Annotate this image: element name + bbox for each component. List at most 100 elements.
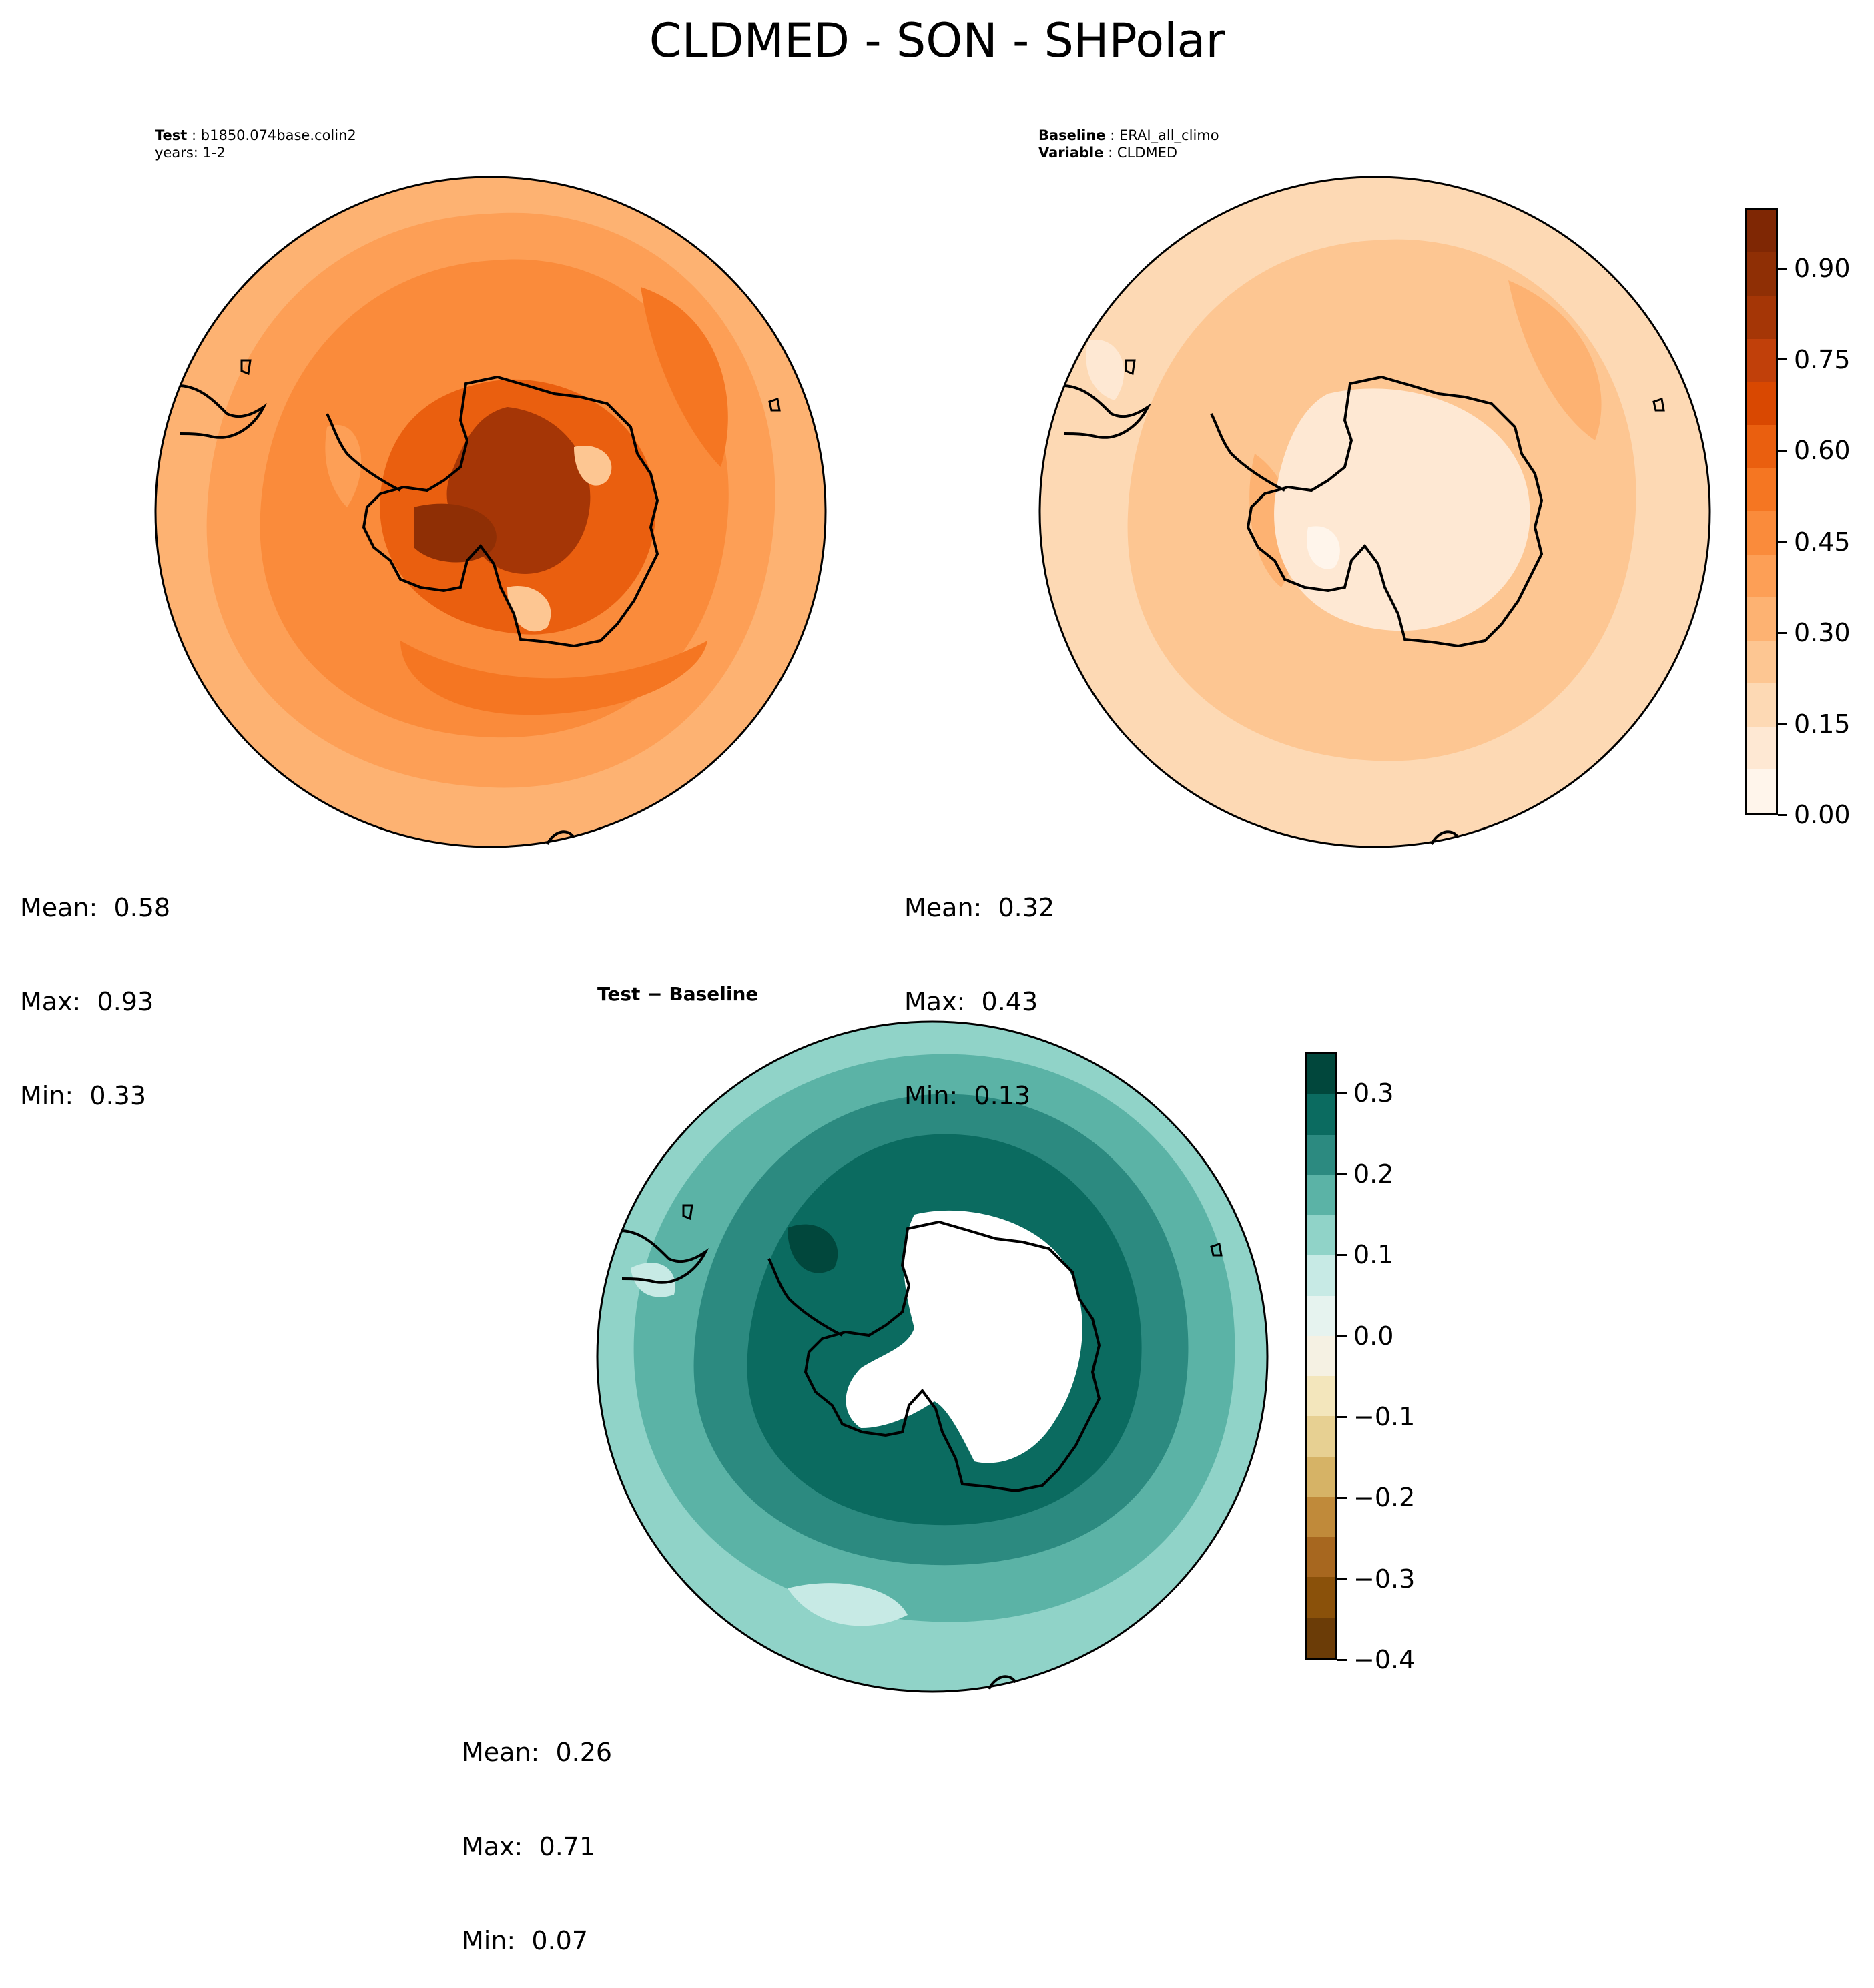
test-coastline-antarctica xyxy=(362,375,659,648)
variable-name: CLDMED xyxy=(1117,145,1178,161)
colorbar-brbg-tick-label: 0.0 xyxy=(1353,1321,1394,1351)
colorbar-brbg-level-10 xyxy=(1307,1215,1335,1256)
diff-fill-lowspot xyxy=(788,1583,908,1626)
colorbar-brbg-ticks: −0.4 −0.3 −0.2 −0.1 0.0 0.1 0.2 0.3 xyxy=(1337,1052,1424,1672)
baseline-stat-min: Min: 0.13 xyxy=(904,1081,1030,1110)
test-map-border xyxy=(154,176,827,848)
baseline-map-border xyxy=(1038,176,1711,848)
colorbar-brbg-level-12 xyxy=(1307,1134,1335,1175)
test-stats: Mean: 0.58 Max: 0.93 Min: 0.33 xyxy=(20,830,170,1143)
test-fill-lowspot2 xyxy=(507,586,551,632)
diff-stat-min: Min: 0.07 xyxy=(462,1926,588,1955)
test-coastline-south-america xyxy=(180,384,268,439)
colorbar-oranges-tick xyxy=(1778,723,1787,725)
test-coastline-island xyxy=(240,359,252,376)
test-label: Test xyxy=(155,127,188,143)
colorbar-brbg-tick-label: −0.3 xyxy=(1353,1564,1416,1594)
baseline-label: Baseline xyxy=(1038,127,1106,143)
baseline-stat-mean: Mean: 0.32 xyxy=(904,893,1055,922)
colorbar-brbg-tick xyxy=(1337,1092,1347,1094)
test-header: Test : b1850.074base.colin2 years: 1-2 xyxy=(155,127,356,161)
variable-label: Variable xyxy=(1038,145,1104,161)
baseline-coastline-peninsula xyxy=(1210,413,1285,492)
colorbar-brbg-level-9 xyxy=(1307,1255,1335,1296)
colorbar-brbg-tick xyxy=(1337,1658,1347,1661)
colorbar-brbg-level-1 xyxy=(1307,1577,1335,1618)
diff-stat-mean: Mean: 0.26 xyxy=(462,1738,613,1767)
test-coastline-island-east xyxy=(768,398,781,412)
colorbar-brbg-tick xyxy=(1337,1173,1347,1175)
test-fill-lowspot xyxy=(574,446,612,486)
colorbar-oranges-level-9 xyxy=(1747,382,1776,425)
test-coastline-south xyxy=(546,830,575,845)
colorbar-brbg-tick-label: 0.2 xyxy=(1353,1159,1394,1189)
colorbar-brbg-tick-label: −0.2 xyxy=(1353,1483,1416,1513)
colorbar-brbg-level-4 xyxy=(1307,1456,1335,1497)
colorbar-brbg-level-13 xyxy=(1307,1094,1335,1135)
baseline-fill-lowspot xyxy=(1307,526,1340,569)
baseline-coastline-south xyxy=(1430,830,1460,845)
diff-stats: Mean: 0.26 Max: 0.71 Min: 0.07 xyxy=(462,1674,612,1988)
diff-fill-lowspot2 xyxy=(631,1263,675,1297)
colorbar-oranges-level-8 xyxy=(1747,424,1776,468)
colorbar-oranges-tick xyxy=(1778,267,1787,270)
colorbar-oranges-level-7 xyxy=(1747,468,1776,511)
colorbar-brbg-level-14 xyxy=(1307,1054,1335,1095)
baseline-fill-patch-ne xyxy=(1508,280,1602,440)
test-stat-mean: Mean: 0.58 xyxy=(20,893,171,922)
diff-fill-peak xyxy=(788,1224,838,1273)
test-stat-min: Min: 0.33 xyxy=(20,1081,146,1110)
diff-map xyxy=(597,1022,1267,1692)
baseline-coastline-island xyxy=(1125,359,1136,376)
diff-stat-max: Max: 0.71 xyxy=(462,1832,596,1861)
test-map xyxy=(155,177,826,847)
colorbar-brbg-level-7 xyxy=(1307,1335,1335,1377)
diff-header: Test − Baseline xyxy=(597,983,759,1005)
colorbar-brbg-tick xyxy=(1337,1578,1347,1580)
colorbar-brbg-level-0 xyxy=(1307,1617,1335,1658)
colorbar-oranges-level-13 xyxy=(1747,210,1776,253)
baseline-dataset: ERAI_all_climo xyxy=(1119,127,1219,143)
map-canvas xyxy=(154,176,1711,1693)
colorbar-oranges-tick xyxy=(1778,449,1787,452)
baseline-map xyxy=(1040,177,1710,847)
colorbar-brbg-level-2 xyxy=(1307,1537,1335,1578)
test-stat-max: Max: 0.93 xyxy=(20,987,154,1016)
test-years: years: 1-2 xyxy=(155,145,226,161)
diff-coastline-south xyxy=(988,1675,1017,1690)
colorbar-oranges-level-0 xyxy=(1747,769,1776,813)
colorbar-oranges-level-2 xyxy=(1747,683,1776,727)
colorbar-brbg-tick xyxy=(1337,1253,1347,1256)
colorbar-oranges-tick-label: 0.75 xyxy=(1794,344,1851,374)
colorbar-brbg-level-6 xyxy=(1307,1376,1335,1417)
baseline-fill-antarctic xyxy=(1274,388,1530,631)
colorbar-brbg-tick xyxy=(1337,1496,1347,1499)
diff-coastline-peninsula xyxy=(767,1258,843,1337)
test-coastline-peninsula xyxy=(326,413,401,492)
colorbar-brbg xyxy=(1305,1052,1337,1660)
colorbar-brbg-tick-label: −0.4 xyxy=(1353,1645,1416,1674)
colorbar-brbg-tick xyxy=(1337,1415,1347,1418)
colorbar-oranges-tick-label: 0.45 xyxy=(1794,527,1851,557)
baseline-coastline-south-america xyxy=(1064,384,1152,439)
diff-coastline-south-america xyxy=(621,1229,709,1284)
baseline-coastline-antarctica xyxy=(1246,375,1544,648)
colorbar-oranges-level-11 xyxy=(1747,296,1776,339)
test-fill-patch-ne xyxy=(641,287,728,467)
colorbar-oranges-tick-label: 0.15 xyxy=(1794,709,1851,739)
colorbar-oranges-level-3 xyxy=(1747,640,1776,684)
diff-coastline-island xyxy=(682,1204,693,1221)
colorbar-oranges-level-1 xyxy=(1747,726,1776,770)
colorbar-oranges xyxy=(1745,208,1778,815)
colorbar-oranges-level-4 xyxy=(1747,597,1776,641)
colorbar-oranges-tick-label: 0.00 xyxy=(1794,800,1851,830)
colorbar-oranges-tick xyxy=(1778,541,1787,543)
colorbar-oranges-tick-label: 0.90 xyxy=(1794,254,1851,283)
test-fill-peak2 xyxy=(414,503,497,563)
colorbar-oranges-tick-label: 0.30 xyxy=(1794,618,1851,647)
colorbar-oranges-level-5 xyxy=(1747,554,1776,598)
colorbar-oranges-ticks: 0.00 0.15 0.30 0.45 0.60 0.75 0.90 xyxy=(1778,208,1858,827)
figure-title: CLDMED - SON - SHPolar xyxy=(649,13,1225,68)
colorbar-brbg-level-8 xyxy=(1307,1295,1335,1336)
colorbar-oranges-tick xyxy=(1778,631,1787,634)
